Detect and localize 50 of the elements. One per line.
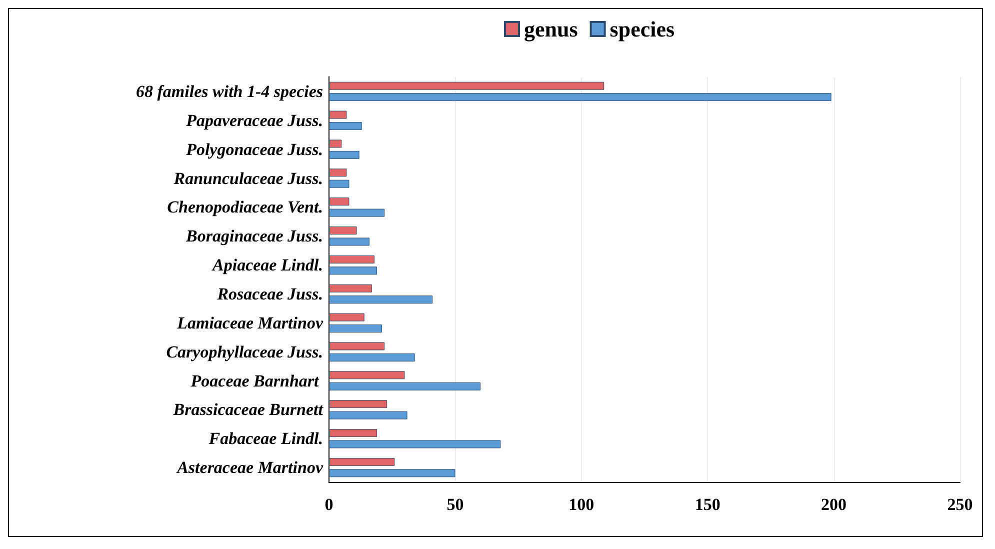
bar: [329, 122, 362, 130]
bar: [329, 458, 395, 466]
bar: [329, 198, 350, 206]
y-tick-label: Papaveraceae Juss.: [185, 110, 323, 130]
bar: [329, 411, 408, 420]
y-tick-label: Rosaceae Juss.: [216, 284, 323, 304]
bar: [329, 382, 480, 390]
y-tick-label: Caryophyllaceae Juss.: [166, 342, 323, 362]
bar: [329, 342, 385, 350]
bar: [329, 313, 364, 322]
x-tick-label: 250: [947, 495, 973, 514]
bar: [329, 168, 347, 177]
legend-label: species: [610, 16, 675, 42]
bar: [329, 208, 385, 217]
bar: [329, 296, 432, 304]
bar: [329, 238, 370, 246]
y-tick-label: Polygonaceae Juss.: [185, 140, 323, 159]
bar: [329, 226, 357, 235]
bar: [329, 110, 347, 119]
bar: [329, 469, 456, 478]
y-tick-label: Poaceae Barnhart: [190, 371, 323, 390]
y-tick-label: Chenopodiaceae Vent.: [167, 198, 323, 217]
bar: [329, 180, 350, 188]
y-tick-label: Ranunculaceae Juss.: [172, 168, 323, 188]
x-tick-label: 50: [446, 495, 464, 514]
bar: [329, 284, 372, 292]
y-tick-label: Brassicaceae Burnett: [172, 400, 324, 420]
bar: [329, 440, 501, 448]
bar: [329, 371, 405, 380]
x-tick-label: 200: [821, 495, 847, 514]
x-tick-label: 100: [568, 495, 594, 514]
x-tick-label: 150: [694, 495, 720, 514]
bar: [329, 429, 377, 438]
y-tick-label: Apiaceae Lindl.: [212, 256, 323, 275]
y-tick-label: 68 familes with 1-4 species: [136, 82, 324, 101]
y-tick-label: Lamiaceae Martinov: [176, 313, 324, 332]
bar: [329, 324, 382, 332]
bar: [329, 140, 342, 148]
bar: [329, 400, 388, 408]
bar: [329, 353, 415, 362]
bar: [329, 93, 832, 102]
x-tick-label: 0: [324, 495, 334, 514]
bar: [329, 150, 360, 159]
bar: [329, 266, 377, 275]
y-tick-label: Fabaceae Lindl.: [208, 429, 323, 448]
bar: [329, 255, 374, 264]
y-tick-label: Boraginaceae Juss.: [185, 226, 323, 246]
y-tick-label: Asteraceae Martinov: [176, 458, 324, 478]
legend-label: genus: [524, 16, 578, 42]
bar: [329, 82, 604, 90]
